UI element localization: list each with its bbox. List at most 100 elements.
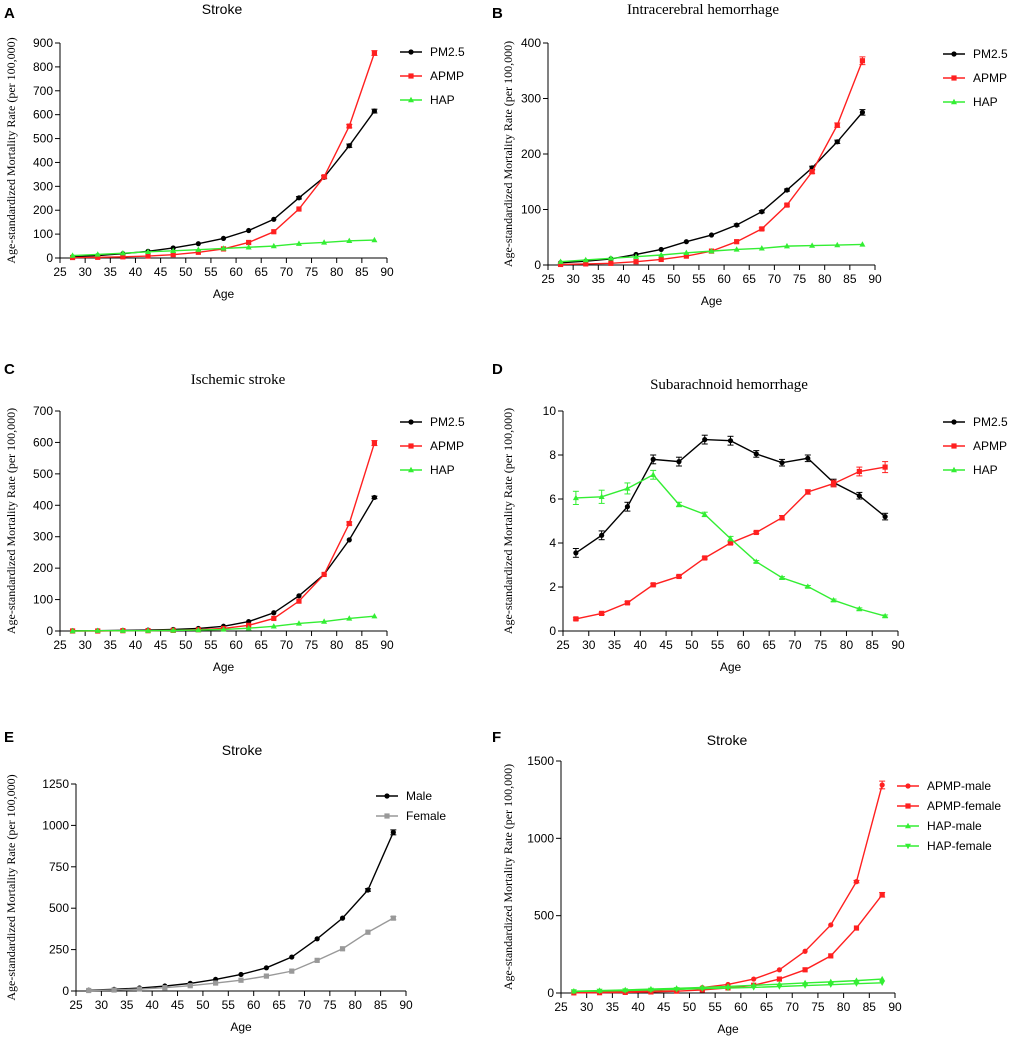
data-point — [879, 975, 886, 982]
data-point — [725, 985, 731, 992]
x-axis-label: Age — [230, 1020, 252, 1034]
y-tick-label: 200 — [33, 561, 53, 575]
data-point — [583, 261, 589, 267]
data-point — [805, 455, 811, 461]
legend-label: PM2.5 — [973, 415, 1008, 429]
x-tick-label: 90 — [399, 998, 413, 1012]
y-tick-label: 100 — [521, 203, 541, 217]
y-tick-label: 0 — [62, 984, 69, 998]
legend-marker — [951, 419, 957, 425]
data-point — [776, 984, 783, 990]
x-tick-label: 90 — [380, 265, 394, 279]
series-apmp — [557, 56, 866, 268]
series-apmp — [572, 461, 889, 622]
legend-label: APMP — [973, 439, 1007, 453]
legend-item: APMP — [400, 439, 464, 453]
y-tick-label: 0 — [547, 986, 554, 1000]
data-point — [162, 985, 168, 991]
y-tick-label: 900 — [33, 36, 53, 50]
x-tick-label: 65 — [743, 272, 757, 286]
x-tick-label: 40 — [129, 638, 143, 652]
y-tick-label: 400 — [33, 498, 53, 512]
data-point — [120, 254, 126, 260]
data-point — [727, 540, 734, 546]
legend-marker — [905, 843, 911, 850]
data-point — [557, 261, 564, 268]
x-tick-label: 90 — [888, 1000, 902, 1014]
y-axis-label: Age-standardized Mortality Rate (per 100… — [501, 764, 515, 990]
data-point — [856, 493, 862, 499]
x-tick-label: 50 — [685, 638, 699, 652]
y-tick-label: 750 — [49, 860, 69, 874]
legend-label: APMP-male — [927, 779, 991, 793]
data-point — [624, 504, 631, 510]
y-tick-label: 1000 — [527, 831, 554, 845]
x-tick-label: 55 — [204, 265, 218, 279]
data-point — [658, 246, 664, 253]
legend-item: HAP — [400, 463, 455, 477]
data-point — [882, 514, 888, 520]
data-point — [658, 251, 665, 258]
x-tick-label: 45 — [154, 638, 168, 652]
data-point — [647, 987, 654, 994]
data-point — [69, 252, 76, 258]
data-point — [879, 980, 886, 986]
y-tick-label: 500 — [49, 901, 69, 915]
x-tick-label: 85 — [866, 638, 880, 652]
data-point — [753, 529, 759, 536]
legend-label: HAP-male — [927, 819, 982, 833]
data-point — [650, 582, 656, 588]
data-point — [69, 627, 76, 634]
data-point — [751, 976, 757, 982]
data-point — [346, 143, 352, 149]
data-point — [346, 615, 353, 621]
data-point — [750, 985, 757, 991]
data-point — [607, 255, 614, 261]
data-point — [246, 239, 252, 246]
data-point — [371, 440, 378, 446]
series-male — [86, 829, 397, 993]
panel-e: E Stroke 0 250 500 750 1000 1250 25 30 35 40 45 50 55 6… — [4, 729, 446, 1034]
x-tick-label: 45 — [171, 998, 185, 1012]
data-point — [187, 983, 193, 989]
data-point — [727, 535, 734, 541]
data-point — [809, 169, 815, 175]
legend-item: HAP-male — [897, 819, 982, 833]
legend-label: HAP — [973, 95, 998, 109]
data-point — [346, 537, 352, 543]
data-point — [371, 613, 378, 619]
data-point — [809, 242, 816, 248]
series-hap-female — [570, 980, 886, 995]
y-tick-label: 6 — [549, 492, 556, 506]
data-point — [220, 245, 227, 251]
legend-marker — [408, 466, 414, 473]
data-point — [599, 532, 605, 538]
data-point — [119, 627, 126, 633]
panel-letter: C — [4, 361, 15, 378]
panel-letter: F — [492, 729, 501, 746]
data-point — [802, 948, 808, 954]
y-tick-label: 0 — [46, 624, 53, 638]
y-tick-label: 8 — [549, 448, 556, 462]
data-point — [759, 209, 765, 215]
data-point — [675, 501, 682, 507]
x-tick-label: 65 — [272, 998, 286, 1012]
legend-item: HAP — [943, 463, 998, 477]
data-point — [295, 240, 302, 246]
data-point — [145, 627, 152, 633]
data-point — [321, 618, 328, 624]
data-point — [758, 245, 765, 251]
x-tick-label: 25 — [554, 1000, 568, 1014]
data-point — [119, 250, 126, 256]
legend-label: HAP — [430, 93, 455, 107]
legend-marker — [408, 73, 414, 79]
data-point — [853, 925, 860, 931]
x-tick-label: 25 — [69, 998, 83, 1012]
data-point — [783, 242, 790, 249]
x-tick-label: 30 — [582, 638, 596, 652]
x-tick-label: 75 — [305, 265, 319, 279]
data-point — [572, 494, 579, 501]
x-tick-label: 80 — [840, 638, 854, 652]
series-line — [573, 784, 883, 994]
